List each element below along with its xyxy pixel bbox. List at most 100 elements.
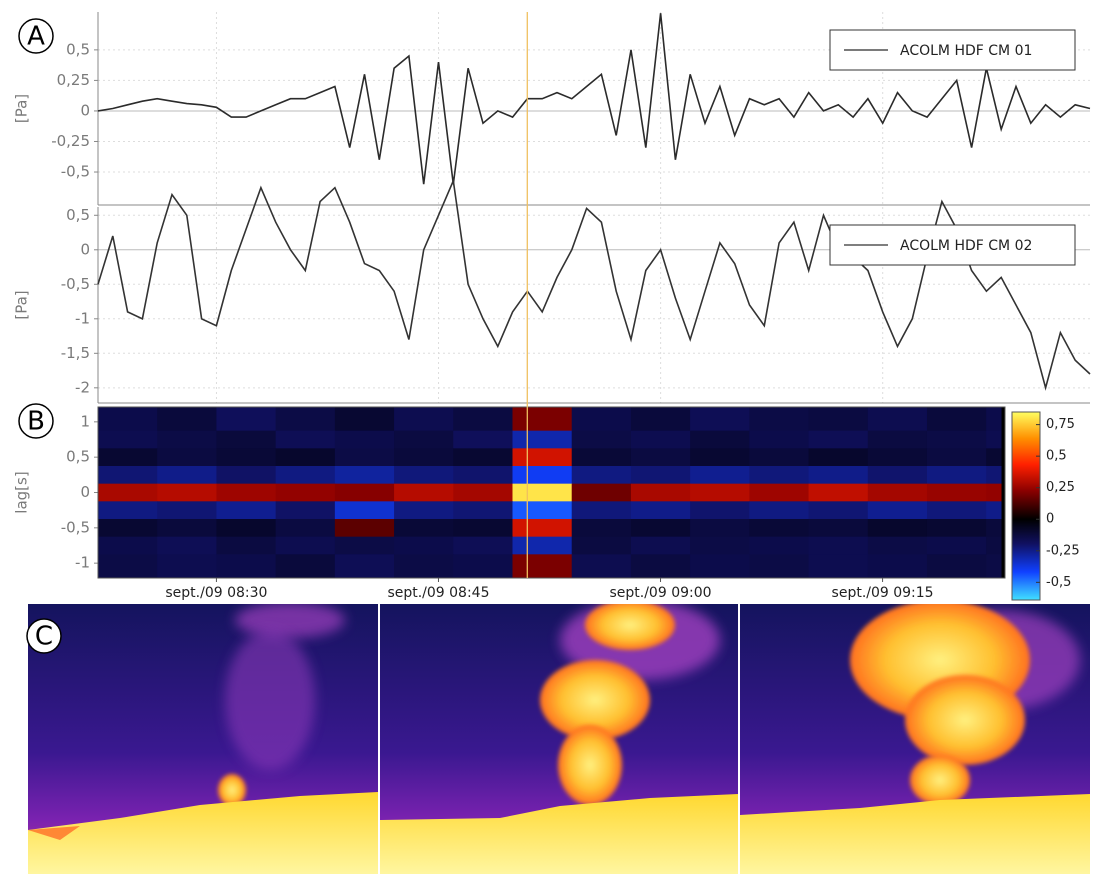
heatmap-cell (394, 430, 454, 449)
heatmap-cell (571, 407, 632, 432)
heatmap-cell (808, 518, 869, 538)
heatmap-cell (334, 518, 395, 538)
legend-label: ACOLM HDF CM 01 (900, 43, 1032, 59)
heatmap-cell (453, 483, 513, 502)
heatmap-cell (749, 501, 810, 520)
heatmap-cell (808, 483, 869, 502)
heatmap-cell (275, 554, 336, 579)
heatmap-cell (275, 430, 336, 449)
heatmap-cell (571, 430, 632, 449)
heatmap-cell (986, 501, 1002, 520)
heatmap-cell (394, 518, 454, 538)
panel-label: B (27, 407, 45, 437)
heatmap-cell (986, 407, 1002, 432)
heatmap-cell (690, 554, 750, 579)
y-tick-label: -1,5 (61, 344, 90, 362)
heatmap-cell (512, 448, 573, 467)
heatmap-cell (512, 554, 573, 579)
heatmap-cell (630, 466, 691, 485)
heatmap-cell (749, 518, 810, 538)
x-tick-label: sept./09 08:30 (165, 585, 267, 601)
heatmap-cell (630, 518, 691, 538)
y-tick-label: -1 (75, 554, 90, 572)
y-tick-label: -2 (75, 378, 90, 396)
heatmap-cell (986, 466, 1002, 485)
heatmap-cell (749, 536, 810, 555)
colorbar-tick-label: 0,75 (1046, 417, 1075, 432)
heatmap-cell (275, 483, 336, 502)
legend-label: ACOLM HDF CM 02 (900, 238, 1032, 254)
heatmap-cell (512, 483, 573, 502)
x-tick-label: sept./09 09:15 (832, 585, 934, 601)
heatmap-cell (571, 483, 632, 502)
y-tick-label: -0,5 (61, 275, 90, 293)
heatmap-cell (98, 501, 158, 520)
heatmap-cell (867, 536, 928, 555)
colorbar-tick-label: 0,5 (1046, 449, 1067, 464)
heatmap-cell (216, 536, 277, 555)
heatmap-cell (394, 536, 454, 555)
series-line (97, 177, 1091, 391)
panel-label: A (27, 22, 45, 52)
heatmap-cell (867, 448, 928, 467)
heatmap-cell (690, 536, 750, 555)
heatmap-cell (926, 430, 987, 449)
heatmap-cell (630, 536, 691, 555)
colorbar-tick-label: -0,5 (1046, 575, 1071, 590)
heatmap-cell (216, 501, 277, 520)
heatmap-cell (926, 407, 987, 432)
heatmap-cell (808, 448, 869, 467)
colorbar-tick-label: -0,25 (1046, 543, 1080, 558)
heatmap-cell (98, 407, 158, 432)
heatmap-cell (216, 466, 277, 485)
heatmap-cell (98, 518, 158, 538)
heatmap-cell (571, 501, 632, 520)
heatmap-cell (334, 448, 395, 467)
heatmap-cell (926, 466, 987, 485)
heatmap-cell (157, 483, 217, 502)
y-tick-label: 0,5 (66, 206, 90, 224)
y-tick-label: 0 (80, 483, 90, 501)
y-tick-label: 0 (80, 240, 90, 258)
heatmap-cell (867, 501, 928, 520)
heatmap-cell (394, 501, 454, 520)
heatmap-cell (98, 483, 158, 502)
colorbar (1011, 411, 1041, 601)
heatmap-cell (512, 536, 573, 555)
heatmap-cell (157, 407, 217, 432)
heatmap-cell (986, 483, 1002, 502)
heatmap-cell (808, 430, 869, 449)
heatmap-cell (926, 448, 987, 467)
heatmap-cell (808, 466, 869, 485)
y-axis-label: [Pa] (13, 94, 31, 123)
heatmap-cell (334, 536, 395, 555)
heatmap-cell (630, 407, 691, 432)
y-tick-label: 0,25 (57, 71, 90, 89)
heatmap-cell (512, 407, 573, 432)
x-tick-label: sept./09 09:00 (609, 585, 711, 601)
y-axis-label: lag[s] (13, 471, 31, 513)
series-line (97, 13, 1091, 185)
heatmap-cell (630, 448, 691, 467)
heatmap-cell (394, 407, 454, 432)
heatmap-cell (867, 554, 928, 579)
heatmap-cell (453, 554, 513, 579)
heatmap-cell (98, 448, 158, 467)
y-tick-label: -0,5 (61, 518, 90, 536)
heatmap-cell (808, 407, 869, 432)
panel-label: C (35, 622, 53, 652)
heatmap-cell (334, 430, 395, 449)
heatmap-cell (690, 483, 750, 502)
heatmap-cell (275, 466, 336, 485)
heatmap-cell (98, 536, 158, 555)
y-tick-label: 0,5 (66, 448, 90, 466)
heatmap-cell (216, 518, 277, 538)
heatmap-cell (926, 536, 987, 555)
heatmap-cell (867, 430, 928, 449)
panel-label-circle (18, 403, 54, 439)
heatmap-cell (216, 554, 277, 579)
heatmap-cell (808, 554, 869, 579)
heatmap-cell (926, 518, 987, 538)
